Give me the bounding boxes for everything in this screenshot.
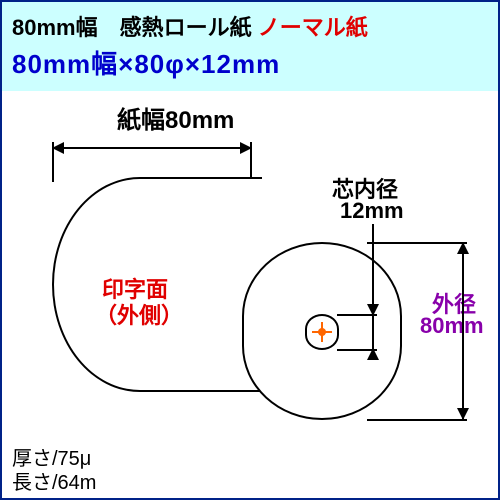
width-dim-line [52,147,252,149]
width-arrow-right [240,142,252,154]
outer-dim-line [462,242,464,420]
header: 80mm幅 感熱ロール紙 ノーマル紙 80mm幅×80φ×12mm [2,2,498,91]
center-dot [318,328,326,336]
outer-label-2: 80mm [420,313,484,339]
roll-diagram: 紙幅80mm 印字面 （外側） 芯内径 12mm 外径 80mm [2,92,500,502]
outer-ext-bottom [367,419,467,421]
print-side-label-2: （外側） [95,298,183,330]
product-dimensions: 80mm幅×80φ×12mm [12,44,488,81]
length-label: 長さ/64m [12,466,96,495]
outer-ext-top [367,242,467,244]
core-ext-bottom [337,349,377,351]
paper-width-label: 紙幅80mm [117,100,234,135]
title-black: 80mm幅 感熱ロール紙 [12,15,252,40]
core-label-2: 12mm [340,198,404,224]
width-arrow-left [52,142,64,154]
product-title: 80mm幅 感熱ロール紙 ノーマル紙 [12,10,488,42]
spec-card: 80mm幅 感熱ロール紙 ノーマル紙 80mm幅×80φ×12mm 紙幅80mm… [0,0,500,500]
core-ext-top [337,314,377,316]
title-red: ノーマル紙 [258,15,368,40]
